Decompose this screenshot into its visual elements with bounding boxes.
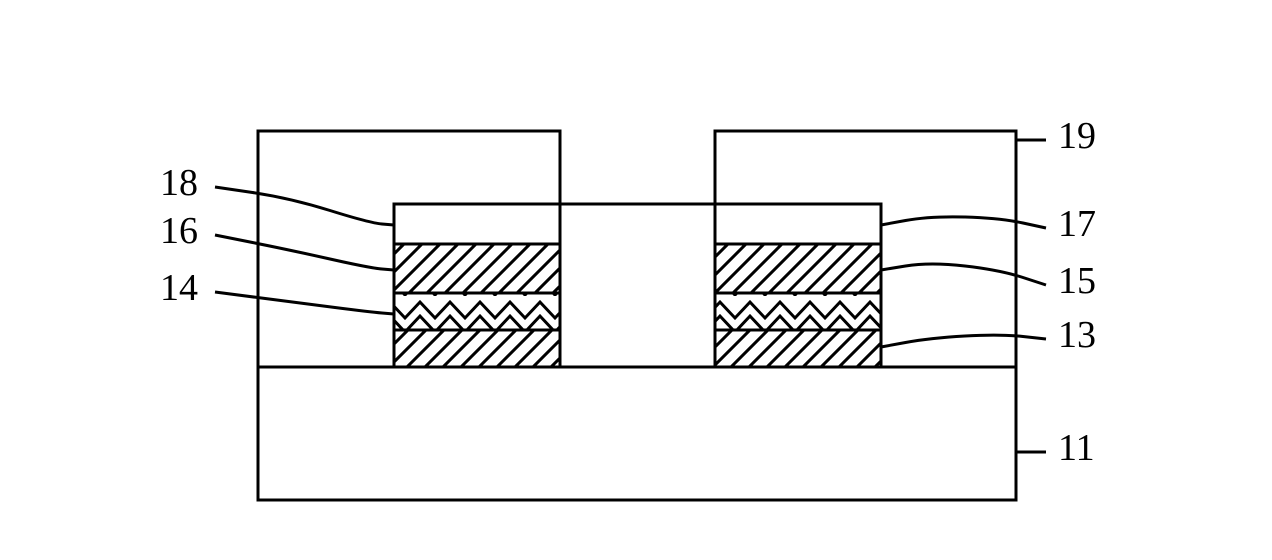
cross-section-figure: 18 16 14 19 17 15 13 11 [0,0,1272,560]
label-19: 19 [1058,115,1096,157]
label-16: 16 [160,210,198,252]
leader-line-15 [881,264,1046,285]
stack-right-layer-13 [715,330,881,367]
stack-right-layer-17 [715,244,881,293]
stack-left-layer-15 [394,293,560,330]
outer-block-19 [258,131,1016,367]
label-14: 14 [160,267,198,309]
stack-left-layer-13 [394,330,560,367]
stack-right-layer-15 [715,293,881,330]
stack-left-layer-18 [394,204,560,244]
label-18: 18 [160,162,198,204]
label-11: 11 [1058,427,1095,469]
substrate-layer-11 [258,367,1016,500]
label-15: 15 [1058,260,1096,302]
label-13: 13 [1058,314,1096,356]
leader-line-16 [215,235,394,270]
stack-left-layer-17 [394,244,560,293]
leader-line-13 [881,335,1046,347]
leader-line-17 [881,217,1046,228]
leader-line-18 [215,187,394,225]
stack-right-layer-18 [715,204,881,244]
leader-line-14 [215,292,394,314]
label-17: 17 [1058,203,1096,245]
